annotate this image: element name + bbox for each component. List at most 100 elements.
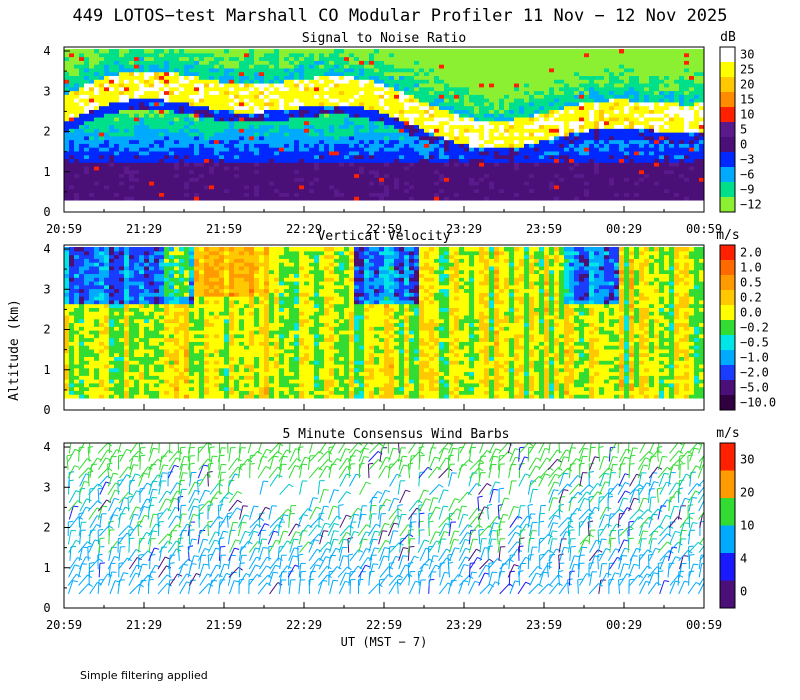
colorbar-unit: dB (720, 30, 736, 45)
colorbar-frame (719, 442, 736, 609)
x-tick-label: 20:59 (46, 222, 82, 236)
y-tick-label: 1 (43, 363, 50, 377)
colorbar-swatch (720, 47, 735, 63)
axes: 0 1 2 3 4 20:59 21:29 21:59 22:29 22:59 23:29 23:59… (43, 44, 722, 632)
y-tick-label: 4 (43, 242, 50, 256)
colorbar-label: −5.0 (740, 381, 769, 395)
x-tick-label: 00:29 (606, 222, 642, 236)
colorbar-label: 4 (740, 552, 747, 566)
colorbar-label: −10.0 (740, 396, 776, 410)
colorbar-label: 30 (740, 453, 754, 467)
x-axis-label: UT (MST − 7) (341, 635, 428, 649)
y-tick-label: 4 (43, 440, 50, 454)
colorbar-swatch (720, 152, 735, 168)
colorbar-label: 20 (740, 78, 754, 92)
x-tick-label: 22:59 (366, 618, 402, 632)
wind-barb-field (66, 443, 704, 595)
colorbar-swatch (720, 167, 735, 183)
colorbar-label: 1.0 (740, 261, 762, 275)
x-tick-label: 21:59 (206, 618, 242, 632)
colorbar-label: −1.0 (740, 351, 769, 365)
colorbar-swatch (720, 182, 735, 198)
colorbar-label: −3 (740, 153, 754, 167)
colorbar-label: −9 (740, 183, 754, 197)
colorbars: dB302520151050−3−6−9−12m/s2.01.00.50.20.… (716, 30, 776, 609)
snr-heatmap (64, 49, 704, 201)
x-tick-label: 21:29 (126, 618, 162, 632)
colorbar-swatch (720, 443, 735, 471)
figure-title: 449 LOTOS−test Marshall CO Modular Profi… (72, 6, 727, 26)
x-tick-label: 22:29 (286, 618, 322, 632)
colorbar-swatch (720, 553, 735, 581)
colorbar-swatch (720, 335, 735, 351)
colorbar-frame (719, 46, 736, 213)
colorbar-swatch (720, 350, 735, 366)
colorbar-swatch (720, 77, 735, 93)
x-tick-label: 22:59 (366, 222, 402, 236)
y-tick-label: 1 (43, 165, 50, 179)
x-tick-label: 21:29 (126, 222, 162, 236)
colorbar-label: −2.0 (740, 366, 769, 380)
vv-panel-title: Vertical Velocity (317, 229, 450, 244)
colorbar-swatch (720, 122, 735, 138)
colorbar-swatch (720, 498, 735, 526)
colorbar-label: 5 (740, 123, 747, 137)
x-tick-label: 23:29 (446, 222, 482, 236)
x-tick-label: 20:59 (46, 618, 82, 632)
colorbar-label: −6 (740, 168, 754, 182)
colorbar-label: 0 (740, 138, 747, 152)
x-tick-label: 00:59 (686, 222, 722, 236)
snr-panel-title: Signal to Noise Ratio (302, 31, 466, 46)
colorbar-swatch (720, 320, 735, 336)
colorbar-label: 30 (740, 48, 754, 62)
colorbar-swatch (720, 62, 735, 78)
colorbar-label: 0.2 (740, 291, 762, 305)
colorbar-label: 0.0 (740, 306, 762, 320)
x-tick-label: 23:59 (526, 618, 562, 632)
colorbar-swatch (720, 305, 735, 321)
colorbar-swatch (720, 275, 735, 291)
colorbar-label: 10 (740, 519, 754, 533)
x-tick-label: 23:29 (446, 618, 482, 632)
colorbar-label: −0.2 (740, 321, 769, 335)
wind-panel-title: 5 Minute Consensus Wind Barbs (283, 427, 510, 442)
colorbar-swatch (720, 395, 735, 411)
colorbar-swatch (720, 107, 735, 123)
footnote: Simple filtering applied (80, 669, 208, 682)
y-tick-label: 4 (43, 44, 50, 58)
colorbar-swatch (720, 290, 735, 306)
colorbar-label: −12 (740, 198, 762, 212)
x-tick-label: 21:59 (206, 222, 242, 236)
colorbar-swatch (720, 525, 735, 554)
colorbar-swatch (720, 365, 735, 381)
colorbar-swatch (720, 580, 735, 609)
colorbar-swatch (720, 470, 735, 499)
colorbar-swatch (720, 92, 735, 108)
y-tick-label: 2 (43, 323, 50, 337)
vv-heatmap (64, 247, 704, 399)
colorbar-label: −0.5 (740, 336, 769, 350)
x-tick-label: 22:29 (286, 222, 322, 236)
y-axis-label: Altitude (km) (7, 299, 22, 401)
colorbar-label: 0.5 (740, 276, 762, 290)
x-tick-label: 00:29 (606, 618, 642, 632)
colorbar-swatch (720, 260, 735, 276)
colorbar-swatch (720, 137, 735, 153)
colorbar-swatch (720, 197, 735, 213)
colorbar-unit: m/s (716, 426, 739, 441)
y-tick-label: 0 (43, 205, 50, 219)
x-tick-label: 00:59 (686, 618, 722, 632)
y-tick-label: 3 (43, 282, 50, 296)
x-tick-label: 23:59 (526, 222, 562, 236)
y-tick-label: 3 (43, 480, 50, 494)
colorbar-label: 0 (740, 585, 747, 599)
colorbar-swatch (720, 245, 735, 261)
y-tick-label: 2 (43, 125, 50, 139)
colorbar-unit: m/s (716, 228, 739, 243)
y-tick-label: 3 (43, 84, 50, 98)
colorbar-label: 10 (740, 108, 754, 122)
colorbar-swatch (720, 380, 735, 396)
colorbar-label: 15 (740, 93, 754, 107)
y-tick-label: 1 (43, 561, 50, 575)
